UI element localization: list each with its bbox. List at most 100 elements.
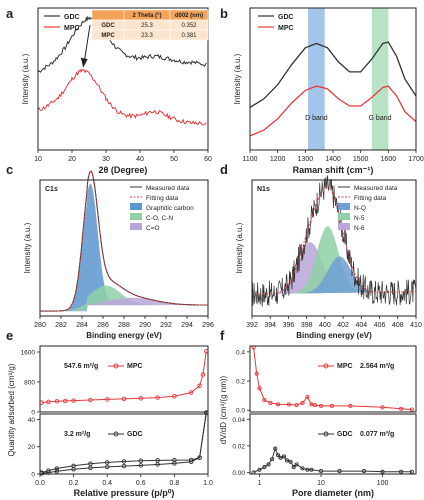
data-point (104, 397, 110, 402)
data-point (54, 469, 60, 474)
data-point (121, 396, 127, 402)
series-mpc-line (249, 85, 417, 137)
data-point (62, 398, 68, 404)
panel-label-c: c (6, 162, 13, 177)
data-point (409, 469, 414, 474)
data-point (46, 399, 51, 405)
y-axis-label: Intensity (a.u.) (235, 222, 244, 273)
y-tick-label: 0.04 (232, 417, 245, 424)
legend-swatch (130, 203, 142, 210)
y-tick-label: 0.0 (236, 408, 245, 415)
y-tick-label: 0.2 (236, 379, 245, 386)
data-point (275, 453, 281, 458)
series-gdc-line (249, 41, 417, 108)
legend-label: C=O (146, 225, 160, 232)
isotherm-gdc-desorption (41, 412, 207, 474)
data-point (138, 463, 144, 468)
x-tick-label: 1400 (325, 156, 341, 163)
legend-label: MPC (337, 363, 353, 370)
y-axis-label: Intensity (a.u.) (21, 53, 30, 104)
legend-label: Graphitic carbon (146, 205, 194, 212)
data-point (318, 469, 324, 474)
spectrum-title: C1s (45, 186, 58, 193)
panel-frame (39, 179, 209, 317)
subplot-frame (249, 345, 417, 413)
x-axis-label: Pore diameter (nm) (292, 488, 374, 498)
legend-label: Fitting data (354, 195, 387, 202)
band-label: G band (369, 115, 392, 122)
data-point (104, 460, 110, 465)
legend-label-gdc: GDC (278, 14, 294, 21)
data-point (329, 403, 334, 408)
data-point (300, 466, 305, 471)
panel-label-e: e (6, 328, 13, 343)
data-point (88, 465, 93, 471)
x-axis-label: Binding energy (eV) (296, 331, 372, 340)
y-tick-label: 800 (24, 380, 35, 387)
x-tick-label: 392 (246, 322, 258, 329)
legend-label: MPC (127, 363, 143, 370)
x-tick-label: 410 (410, 322, 422, 329)
peak-n-5 (252, 226, 416, 295)
data-point (284, 458, 290, 463)
table-cell: 23.3 (141, 33, 153, 39)
data-point (88, 461, 93, 467)
data-point (273, 446, 278, 451)
data-point (337, 469, 342, 474)
data-point (262, 397, 267, 403)
y-axis-label: Intensity (a.u.) (233, 53, 242, 104)
legend-swatch (338, 223, 350, 230)
data-point (305, 395, 310, 400)
data-point (275, 402, 281, 407)
data-point (88, 397, 93, 403)
data-point (138, 458, 144, 464)
data-point (200, 372, 206, 377)
series-mpc-line (37, 68, 207, 126)
legend-swatch (130, 223, 142, 230)
panel-frame (251, 179, 417, 317)
y-tick-label: 0.00 (232, 470, 245, 477)
data-point (197, 455, 202, 460)
x-tick-label: 280 (34, 322, 46, 329)
data-point (318, 403, 324, 408)
data-point (257, 467, 262, 472)
data-point (348, 403, 353, 408)
x-tick-label: 398 (301, 322, 313, 329)
x-tick-label: 402 (337, 322, 349, 329)
surface-area-annotation: 547.6 m²/g (64, 363, 98, 370)
table-cell: 0.381 (181, 33, 197, 39)
y-tick-label: 0 (31, 410, 35, 417)
legend-label: Fitting data (146, 195, 179, 202)
table-cell: 0.352 (181, 23, 197, 29)
table-cell: MPC (101, 33, 115, 39)
legend-label: GDC (337, 431, 353, 438)
band-label: D band (305, 115, 328, 122)
legend-label: Measured data (354, 185, 398, 192)
data-point (270, 457, 275, 462)
x-axis-label: Relative pressure (p/p⁰) (74, 488, 175, 498)
shift-arrow (83, 24, 91, 63)
x-tick-label: 282 (55, 322, 67, 329)
fitting-data-line (252, 186, 416, 295)
y-tick-label: 0.02 (232, 443, 245, 450)
data-point (399, 469, 404, 474)
x-tick-label: 400 (319, 322, 331, 329)
x-tick-label: 290 (139, 322, 151, 329)
data-point (399, 406, 404, 411)
fitting-data-line (40, 170, 208, 312)
x-tick-label: 1200 (270, 156, 286, 163)
pore-distribution-gdc (253, 447, 412, 473)
x-axis-label: Binding energy (eV) (86, 331, 162, 340)
x-tick-label: 1.0 (203, 480, 213, 487)
legend-label: GDC (127, 431, 143, 438)
x-tick-label: 394 (264, 322, 276, 329)
x-tick-label: 1300 (298, 156, 314, 163)
data-point (188, 457, 194, 463)
x-tick-label: 20 (68, 156, 76, 163)
table-header: d002 (nm) (175, 13, 203, 19)
panel-label-f: f (220, 328, 225, 343)
x-tick-label: 1500 (353, 156, 369, 163)
table-cell: 25.3 (141, 23, 153, 29)
data-point (294, 462, 299, 467)
legend-swatch (130, 213, 142, 220)
